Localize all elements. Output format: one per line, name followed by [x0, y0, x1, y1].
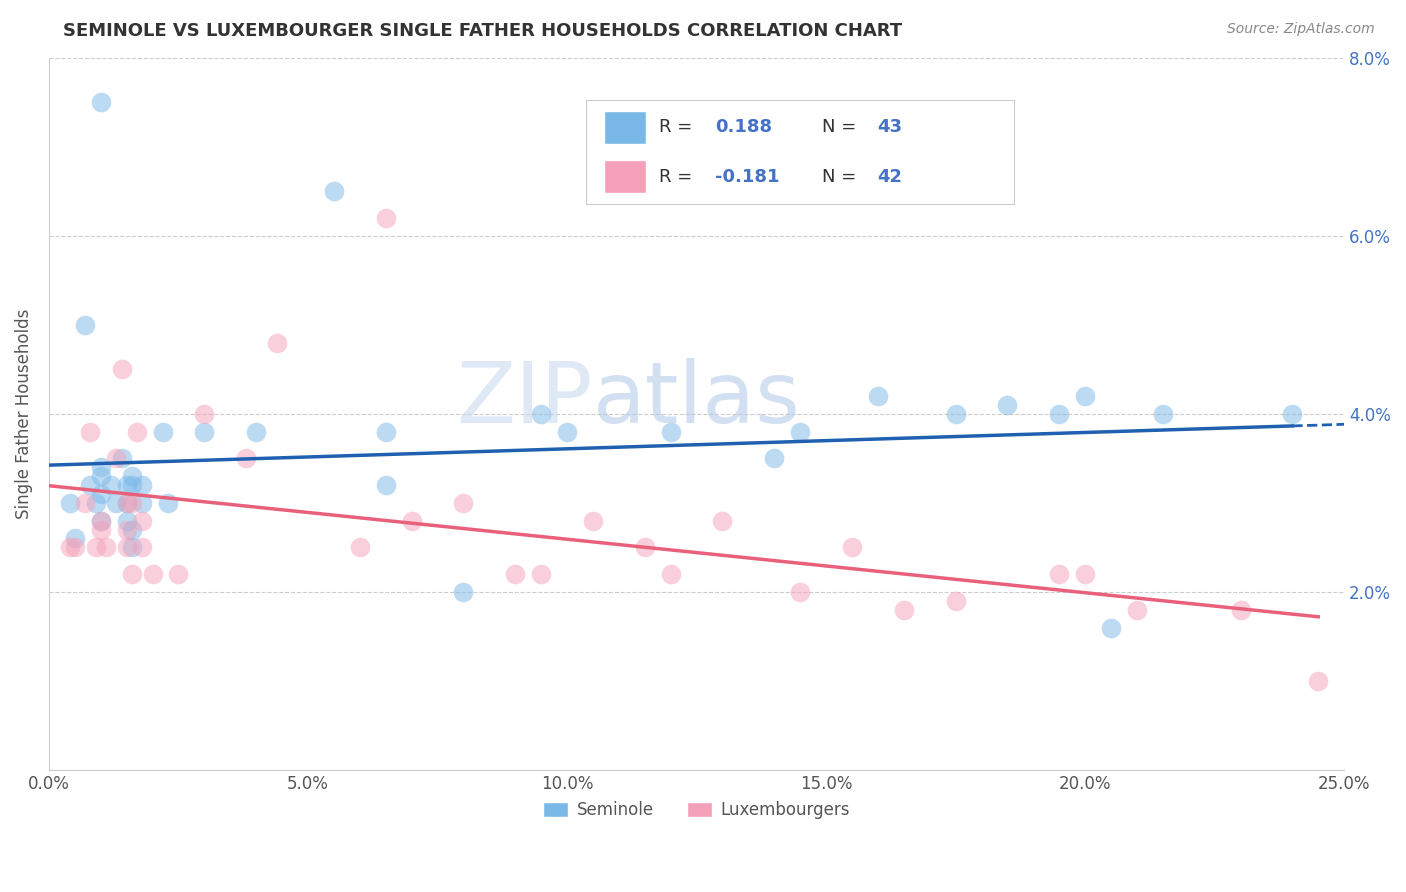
Point [90, 95, 112, 110]
Text: Source: ZipAtlas.com: Source: ZipAtlas.com [1227, 22, 1375, 37]
Point [789, 585, 811, 599]
Point [75, 318, 97, 332]
Point [105, 451, 128, 466]
Point [1152, 407, 1174, 421]
Point [94, 541, 117, 555]
Point [453, 585, 475, 599]
Point [266, 335, 288, 350]
Legend: Seminole, Luxembourgers: Seminole, Luxembourgers [537, 795, 856, 826]
Point [235, 451, 257, 466]
Point [995, 398, 1018, 412]
Point [142, 567, 165, 582]
Point [100, 478, 122, 492]
Point [90, 514, 112, 528]
Point [945, 594, 967, 608]
Point [322, 184, 344, 198]
Point [63, 532, 86, 546]
Point [453, 496, 475, 510]
Point [152, 425, 174, 439]
Point [582, 514, 605, 528]
Point [115, 496, 138, 510]
Point [193, 425, 215, 439]
Point [945, 407, 967, 421]
Point [110, 362, 132, 376]
Point [125, 425, 148, 439]
Point [79, 478, 101, 492]
Point [1047, 567, 1070, 582]
Point [90, 514, 112, 528]
Point [121, 496, 143, 510]
Point [503, 567, 526, 582]
Point [401, 514, 423, 528]
Point [84, 496, 107, 510]
Point [90, 487, 112, 501]
Point [75, 496, 97, 510]
Point [115, 523, 138, 537]
Point [105, 496, 128, 510]
Point [1281, 407, 1303, 421]
Text: ZIP: ZIP [457, 358, 593, 441]
Point [90, 523, 112, 537]
Point [711, 514, 734, 528]
Point [349, 541, 371, 555]
Point [90, 460, 112, 475]
Point [90, 469, 112, 483]
Point [121, 567, 143, 582]
Point [131, 541, 153, 555]
Point [167, 567, 190, 582]
Point [115, 478, 138, 492]
Point [789, 425, 811, 439]
Text: atlas: atlas [593, 358, 801, 441]
Point [157, 496, 180, 510]
Point [115, 514, 138, 528]
Point [374, 211, 396, 225]
Point [115, 496, 138, 510]
Point [841, 541, 863, 555]
Point [59, 496, 82, 510]
Point [245, 425, 267, 439]
Point [866, 389, 889, 403]
Point [121, 469, 143, 483]
Point [374, 425, 396, 439]
Point [121, 478, 143, 492]
Point [84, 541, 107, 555]
Point [659, 567, 682, 582]
Text: SEMINOLE VS LUXEMBOURGER SINGLE FATHER HOUSEHOLDS CORRELATION CHART: SEMINOLE VS LUXEMBOURGER SINGLE FATHER H… [63, 22, 903, 40]
Point [1229, 603, 1251, 617]
Point [121, 541, 143, 555]
Point [110, 451, 132, 466]
Point [530, 407, 553, 421]
Point [1047, 407, 1070, 421]
Y-axis label: Single Father Households: Single Father Households [15, 309, 32, 519]
Point [1074, 567, 1097, 582]
Point [131, 514, 153, 528]
Point [1126, 603, 1149, 617]
Point [555, 425, 578, 439]
Point [530, 567, 553, 582]
Point [763, 451, 786, 466]
Point [121, 523, 143, 537]
Point [1074, 389, 1097, 403]
Point [634, 541, 657, 555]
Point [193, 407, 215, 421]
Point [893, 603, 915, 617]
Point [131, 478, 153, 492]
Point [59, 541, 82, 555]
Point [131, 496, 153, 510]
Point [659, 425, 682, 439]
Point [63, 541, 86, 555]
Point [79, 425, 101, 439]
Point [1308, 673, 1330, 688]
Point [1099, 621, 1122, 635]
Point [374, 478, 396, 492]
Point [115, 541, 138, 555]
